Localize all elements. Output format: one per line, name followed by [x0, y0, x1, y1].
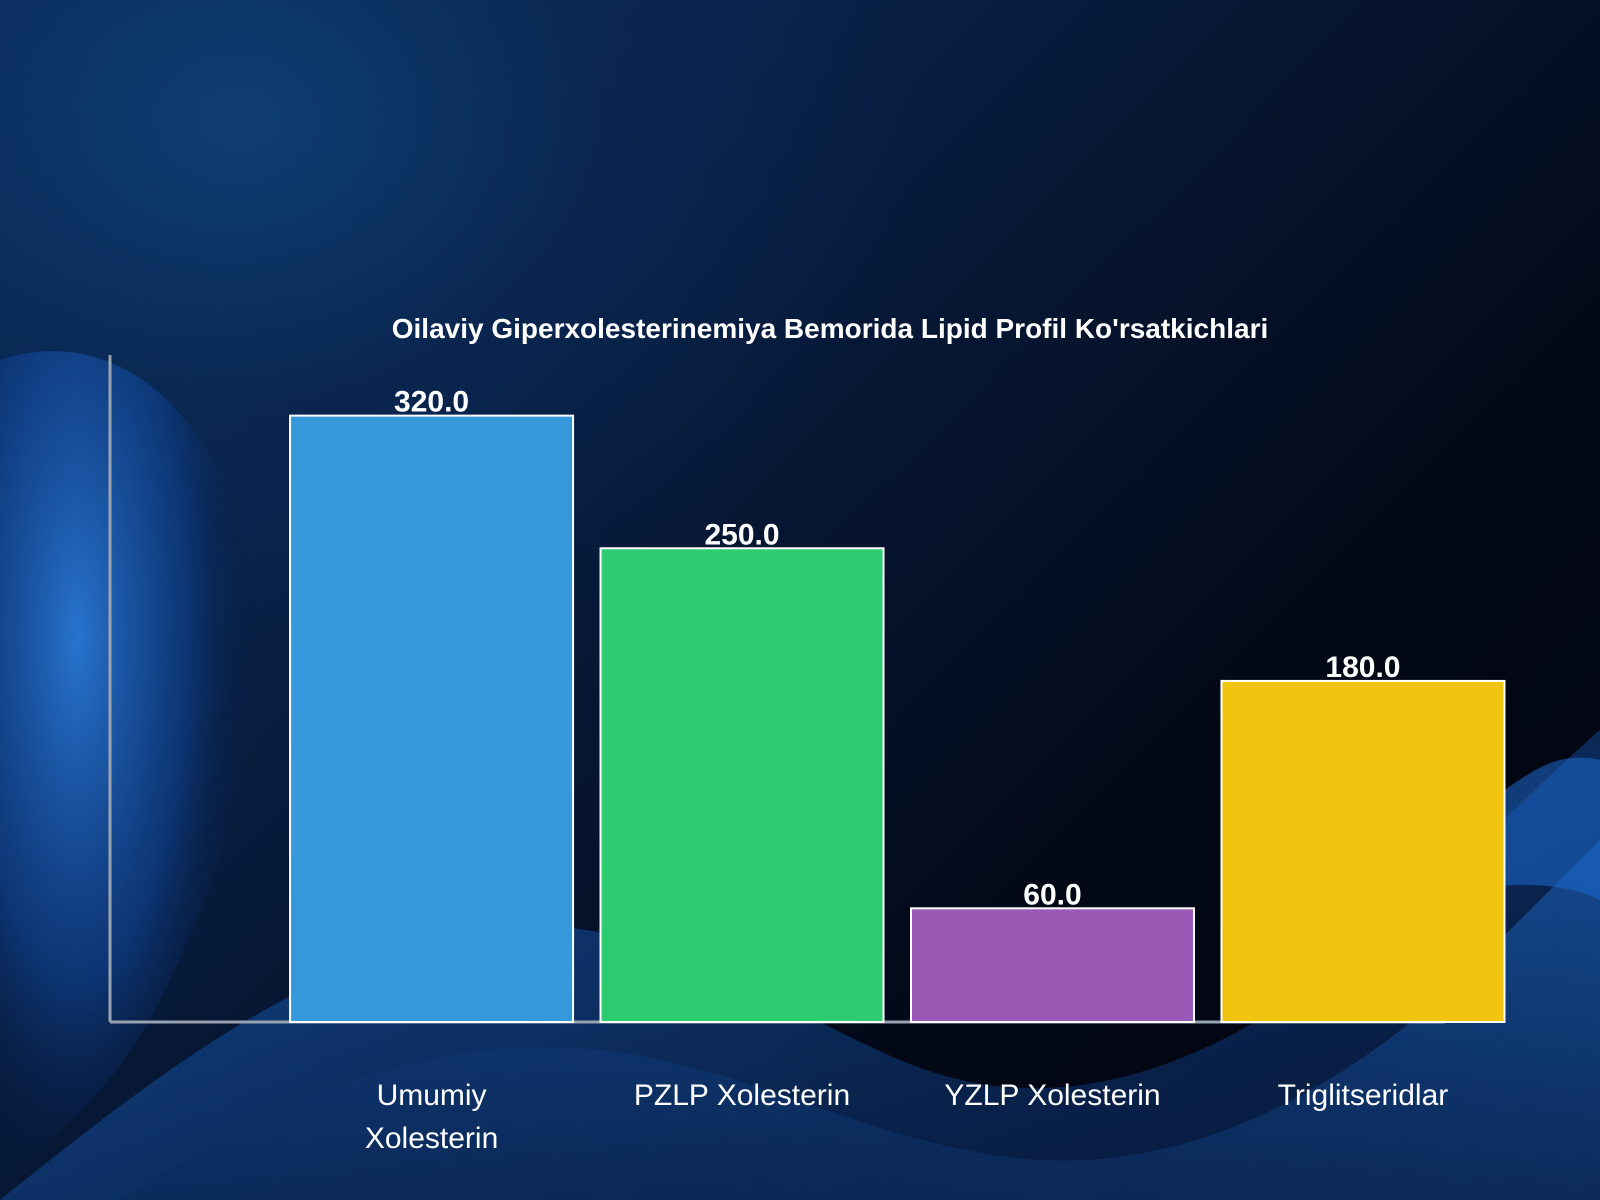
bar-value-label-0: 320.0 [394, 386, 469, 419]
bar-3 [1220, 679, 1506, 1024]
chart-title: Oilaviy Giperxolesterinemiya Bemorida Li… [392, 313, 1269, 344]
bar-2 [910, 907, 1195, 1024]
bar-value-label-2: 60.0 [1023, 878, 1081, 911]
category-label-2: YZLP Xolesterin [944, 1079, 1160, 1112]
category-label-line: PZLP Xolesterin [634, 1079, 850, 1112]
bar-0 [289, 414, 575, 1023]
category-label-3: Triglitseridlar [1278, 1079, 1449, 1112]
category-label-line: YZLP Xolesterin [944, 1079, 1160, 1112]
category-label-line: Xolesterin [365, 1122, 498, 1155]
category-labels-group: Umumiy Xolesterin PZLP Xolesterin YZLP Xole… [365, 1079, 1448, 1155]
category-label-0: Umumiy Xolesterin [365, 1079, 498, 1155]
value-labels-group: 320.0 250.0 60.0 180.0 [394, 386, 1400, 912]
bar-value-label-3: 180.0 [1325, 651, 1400, 684]
bar-value-label-1: 250.0 [704, 518, 779, 551]
bars-group [289, 414, 1506, 1024]
category-label-line: Triglitseridlar [1278, 1079, 1449, 1112]
category-label-1: PZLP Xolesterin [634, 1079, 850, 1112]
bar-1 [599, 547, 885, 1023]
category-label-line: Umumiy [377, 1079, 487, 1112]
